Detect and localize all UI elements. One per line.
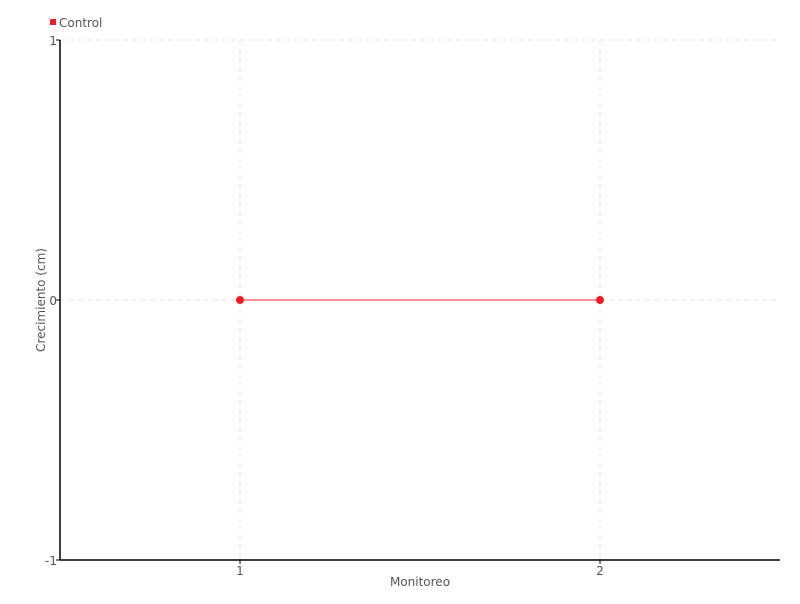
series — [236, 296, 604, 304]
y-tick-label: 0 — [49, 294, 57, 308]
data-point — [236, 296, 244, 304]
x-axis-label: Monitoreo — [390, 575, 450, 589]
x-tick-label: 2 — [596, 564, 604, 578]
x-tick-label: 1 — [236, 564, 244, 578]
legend-swatch-control — [50, 19, 56, 25]
data-point — [596, 296, 604, 304]
y-tick-label: 1 — [49, 34, 57, 48]
ticks: 1 0 -1 1 2 — [45, 34, 604, 578]
legend: Control — [50, 16, 102, 30]
y-tick-label: -1 — [45, 554, 57, 568]
legend-label-control: Control — [59, 16, 102, 30]
y-axis-label: Crecimiento (cm) — [34, 248, 48, 352]
